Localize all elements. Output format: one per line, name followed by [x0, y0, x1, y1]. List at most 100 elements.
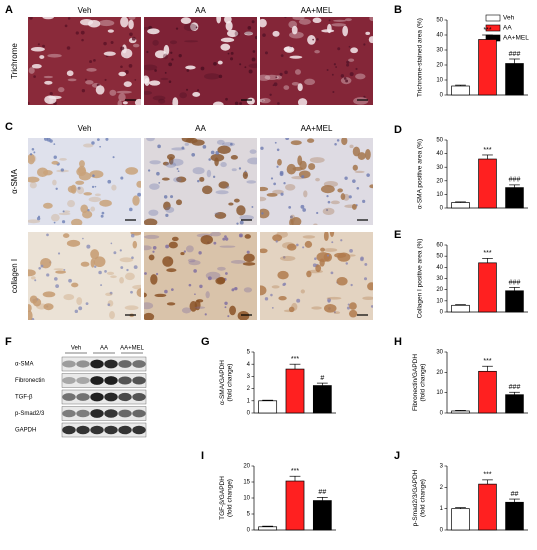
stain [188, 260, 201, 266]
y-tick-label: 0 [247, 411, 251, 417]
nucleus [86, 244, 91, 249]
stain [144, 234, 160, 239]
lumen [123, 81, 132, 87]
stain [353, 97, 369, 105]
column-header: AA [100, 346, 108, 352]
lumen [307, 35, 316, 45]
nucleus [49, 92, 53, 96]
stain [260, 196, 267, 202]
blot-band [104, 359, 118, 369]
lumen [351, 203, 357, 210]
nucleus [33, 75, 36, 78]
stain [225, 185, 230, 189]
nucleus [332, 90, 335, 94]
stain [184, 142, 190, 146]
column-header: AA+MEL [301, 124, 333, 133]
nucleus [60, 168, 64, 172]
tissue [144, 17, 257, 105]
blot-band [132, 409, 146, 418]
nucleus [81, 89, 86, 93]
stain [300, 289, 305, 294]
stain [149, 160, 161, 165]
nucleus [100, 214, 104, 218]
nucleus [112, 156, 115, 159]
lumen [289, 55, 303, 59]
panel-label: J [394, 450, 400, 462]
lumen [125, 167, 139, 175]
nucleus [119, 249, 122, 252]
lumen [220, 43, 231, 51]
lumen [28, 269, 36, 277]
nucleus [98, 270, 102, 275]
lumen [350, 47, 358, 54]
lumen [93, 256, 106, 268]
nucleus [251, 57, 256, 62]
nucleus [63, 268, 66, 271]
stain [244, 31, 254, 35]
nucleus [333, 63, 337, 66]
nucleus [129, 207, 133, 212]
nucleus [276, 148, 280, 152]
stain [162, 53, 169, 60]
stain [205, 271, 221, 280]
stain [63, 294, 75, 301]
stain [349, 144, 354, 149]
nucleus [77, 186, 81, 190]
stain [132, 284, 141, 290]
lumen [192, 91, 201, 97]
panel-label: A [5, 4, 13, 16]
stain [231, 168, 237, 172]
micrograph [260, 232, 373, 320]
nucleus [215, 150, 220, 155]
nucleus [82, 237, 84, 240]
legend-label: AA [503, 25, 512, 32]
lumen [166, 154, 175, 160]
panel-label: H [394, 336, 402, 348]
nucleus [105, 138, 109, 141]
y-axis-label: (fold change) [420, 479, 427, 517]
nucleus [67, 17, 71, 20]
stain [333, 311, 341, 315]
nucleus [42, 44, 45, 48]
nucleus [282, 256, 286, 259]
lumen [321, 29, 335, 33]
lumen [216, 17, 222, 24]
stain [214, 212, 220, 215]
nucleus [147, 169, 151, 172]
y-tick-label: 30 [436, 276, 443, 282]
micrograph [28, 138, 141, 225]
nucleus [364, 262, 368, 266]
stain [116, 90, 132, 94]
nucleus [130, 290, 133, 294]
bar [478, 483, 497, 531]
nucleus [336, 139, 340, 142]
y-axis-label: p-Smad2/3/GAPDH [412, 469, 419, 526]
micrograph [144, 17, 257, 105]
lumen [290, 217, 302, 225]
bar [258, 400, 278, 414]
nucleus [302, 208, 306, 212]
stain [291, 81, 300, 86]
y-tick-label: 3 [440, 464, 444, 470]
y-tick-label: 30 [436, 350, 443, 356]
nucleus [356, 186, 360, 190]
nucleus [283, 282, 287, 286]
stain [369, 17, 373, 22]
stain [58, 212, 71, 216]
y-tick-label: 5 [247, 350, 251, 356]
nucleus [198, 251, 202, 255]
bar [505, 394, 524, 414]
blot-band [104, 425, 118, 435]
stain [234, 30, 241, 37]
nucleus [270, 293, 273, 297]
stain [323, 248, 338, 252]
nucleus [346, 63, 350, 67]
y-tick-label: 40 [436, 265, 443, 271]
lumen [166, 268, 177, 273]
panel-label: F [5, 336, 12, 348]
y-tick-label: 0 [440, 310, 444, 316]
nucleus [100, 284, 103, 287]
y-tick-label: 0 [440, 93, 444, 99]
lumen [196, 299, 204, 303]
nucleus [202, 145, 207, 149]
